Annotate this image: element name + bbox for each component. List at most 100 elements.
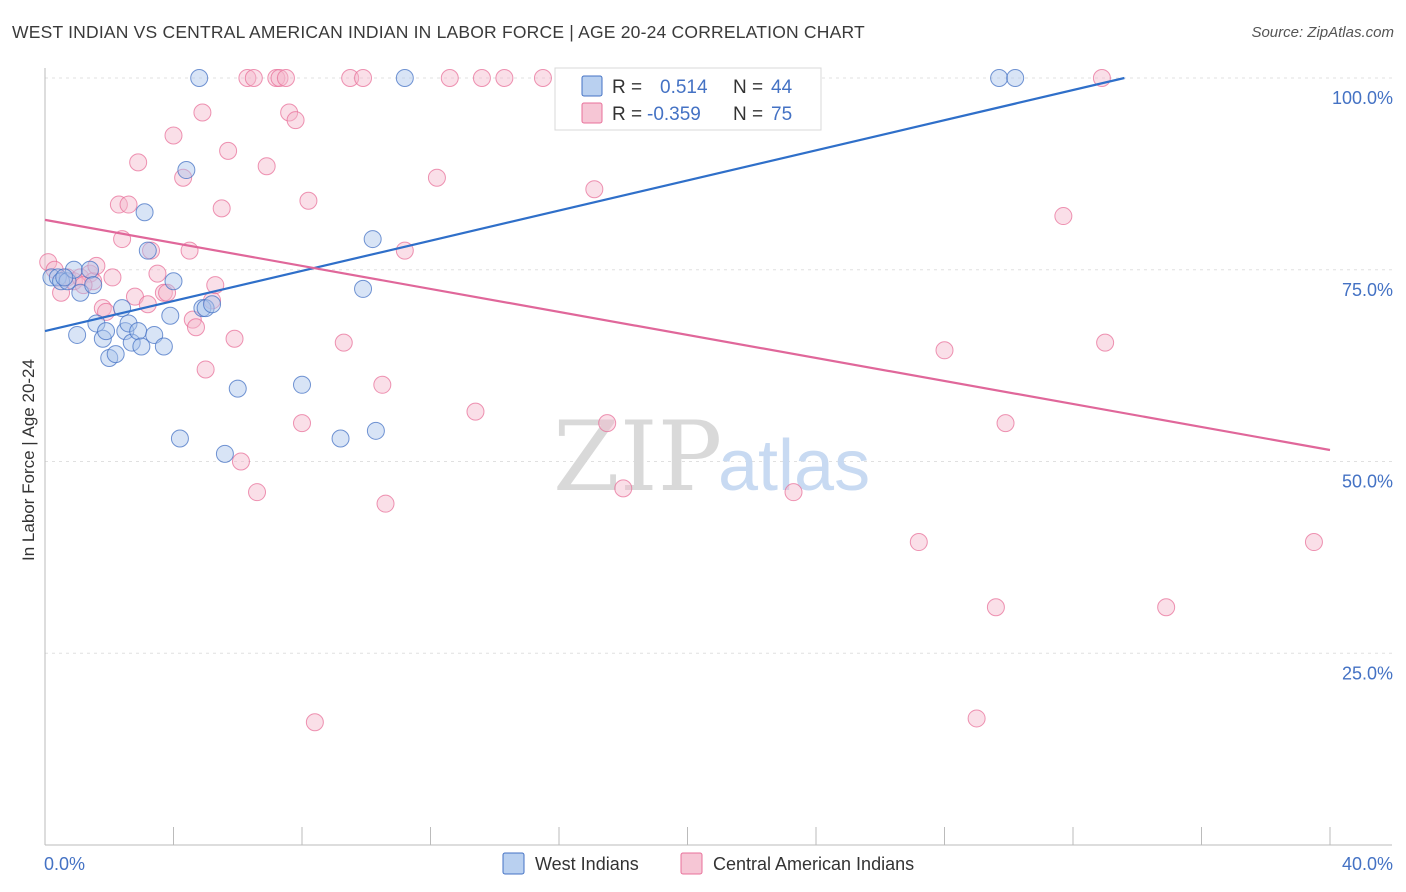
point-central-american-indians: [585, 180, 604, 199]
point-central-american-indians: [495, 69, 514, 87]
point-central-american-indians: [1096, 333, 1115, 352]
point-west-indians: [84, 276, 103, 295]
y-tick-labels: 100.0% 75.0% 50.0% 25.0%: [1332, 88, 1393, 683]
point-central-american-indians: [158, 283, 177, 302]
point-central-american-indians: [1304, 533, 1323, 552]
series-legend-label-central-american-indians: Central American Indians: [713, 854, 914, 874]
point-west-indians: [164, 272, 183, 291]
point-west-indians: [154, 337, 173, 356]
point-central-american-indians: [219, 141, 238, 160]
trend-line-central-american-indians: [44, 218, 1331, 452]
legend-r-label-1: R =: [612, 104, 642, 125]
point-central-american-indians: [103, 268, 122, 287]
point-west-indians: [354, 279, 373, 298]
point-central-american-indians: [186, 318, 205, 337]
x-tick-labels: 0.0% 40.0%: [44, 854, 1393, 874]
point-central-american-indians: [341, 69, 360, 87]
point-west-indians: [64, 260, 83, 279]
watermark-zip: ZIP: [553, 401, 722, 513]
point-central-american-indians: [148, 264, 167, 283]
point-central-american-indians: [598, 414, 617, 433]
point-central-american-indians: [248, 483, 267, 502]
point-west-indians: [122, 333, 141, 352]
point-west-indians: [106, 345, 125, 364]
watermark: ZIP atlas: [553, 401, 870, 513]
point-west-indians: [1006, 69, 1025, 87]
point-west-indians: [366, 421, 385, 440]
x-tick-label-max: 40.0%: [1342, 854, 1393, 874]
point-central-american-indians: [193, 103, 212, 122]
series-legend: West Indians Central American Indians: [502, 852, 914, 875]
point-west-indians: [331, 429, 350, 448]
trend-lines: [44, 76, 1331, 452]
point-west-indians: [395, 69, 414, 87]
point-central-american-indians: [334, 333, 353, 352]
point-central-american-indians: [212, 199, 231, 218]
point-central-american-indians: [39, 253, 58, 272]
point-central-american-indians: [935, 341, 954, 360]
point-central-american-indians: [1054, 207, 1073, 226]
point-central-american-indians: [784, 483, 803, 502]
chart-source: Source: ZipAtlas.com: [1251, 24, 1394, 41]
point-central-american-indians: [440, 69, 459, 87]
point-west-indians: [990, 69, 1009, 87]
point-west-indians: [80, 260, 99, 279]
point-west-indians: [145, 325, 164, 344]
point-central-american-indians: [909, 533, 928, 552]
point-west-indians: [177, 161, 196, 180]
point-central-american-indians: [967, 709, 986, 728]
legend-r-value-west-indians: 0.514: [660, 77, 708, 98]
point-central-american-indians: [1157, 598, 1176, 617]
y-tick-label: 100.0%: [1332, 88, 1393, 108]
point-west-indians: [363, 230, 382, 249]
y-tick-label: 25.0%: [1342, 663, 1393, 683]
point-central-american-indians: [138, 295, 157, 314]
point-central-american-indians: [472, 69, 491, 87]
point-west-indians: [129, 322, 148, 341]
point-west-indians: [138, 241, 157, 260]
point-central-american-indians: [244, 69, 263, 87]
point-west-indians: [170, 429, 189, 448]
legend-n-label-0: N =: [733, 77, 763, 98]
point-west-indians: [293, 375, 311, 394]
point-central-american-indians: [270, 69, 289, 87]
point-central-american-indians: [996, 414, 1015, 433]
point-central-american-indians: [427, 168, 446, 187]
axes: [44, 68, 1392, 846]
point-west-indians: [55, 268, 74, 287]
legend-swatch-west-indians: [581, 75, 603, 97]
point-central-american-indians: [129, 153, 148, 172]
point-central-american-indians: [84, 272, 103, 291]
data-points: [39, 69, 1323, 732]
point-central-american-indians: [196, 360, 215, 379]
point-west-indians: [203, 295, 222, 314]
legend-n-label-1: N =: [733, 104, 763, 125]
point-central-american-indians: [286, 111, 305, 130]
point-central-american-indians: [276, 69, 295, 87]
legend-swatch-central-american-indians: [581, 102, 603, 124]
point-central-american-indians: [257, 157, 276, 176]
legend-r-label-0: R =: [612, 77, 642, 98]
point-central-american-indians: [238, 69, 257, 87]
legend-n-value-west-indians: 44: [771, 77, 793, 98]
point-central-american-indians: [354, 69, 373, 87]
point-central-american-indians: [119, 195, 138, 214]
point-central-american-indians: [466, 402, 485, 421]
point-central-american-indians: [293, 414, 311, 433]
legend-n-value-central-american-indians: 75: [771, 104, 792, 125]
point-central-american-indians: [305, 713, 324, 732]
point-central-american-indians: [231, 452, 250, 471]
legend-r-value-central-american-indians: -0.359: [647, 104, 701, 125]
point-central-american-indians: [280, 103, 299, 122]
series-legend-swatch-central-american-indians: [680, 852, 703, 875]
point-central-american-indians: [164, 126, 183, 145]
point-west-indians: [161, 306, 180, 325]
chart-title: WEST INDIAN VS CENTRAL AMERICAN INDIAN I…: [12, 22, 865, 42]
point-central-american-indians: [614, 479, 633, 498]
trend-line-west-indians: [44, 76, 1125, 333]
series-legend-swatch-west-indians: [502, 852, 525, 875]
point-central-american-indians: [533, 69, 552, 87]
point-central-american-indians: [376, 494, 395, 513]
grid-lines: [45, 77, 1392, 654]
